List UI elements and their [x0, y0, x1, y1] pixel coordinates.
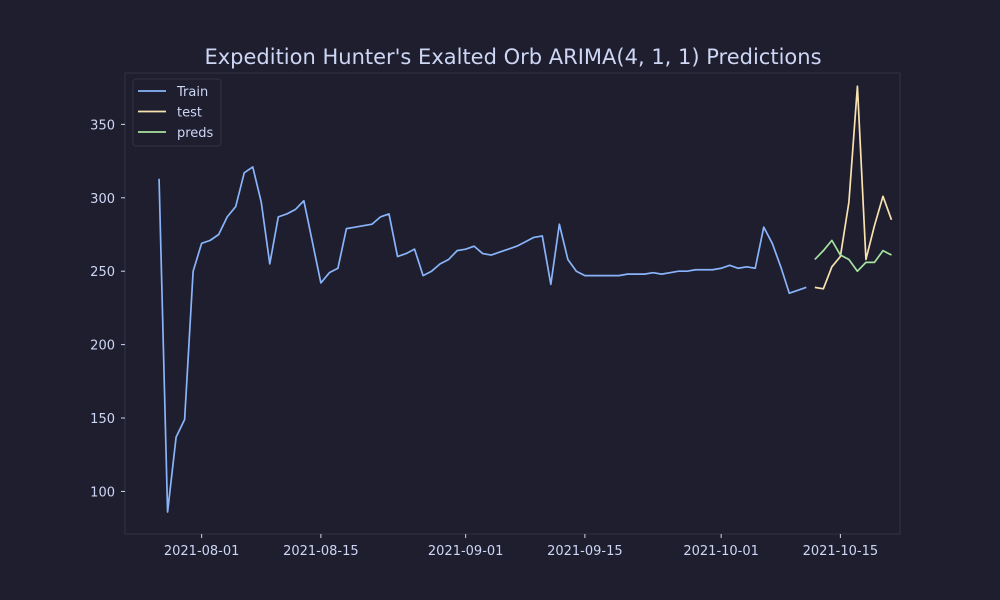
x-tick-label: 2021-08-15 [283, 544, 359, 559]
x-tick-label: 2021-08-01 [164, 544, 240, 559]
y-tick-label: 200 [90, 339, 115, 354]
legend-box [132, 78, 222, 147]
chart-title: Expedition Hunter's Exalted Orb ARIMA(4,… [204, 45, 821, 69]
y-tick-label: 350 [90, 118, 115, 133]
legend-label: preds [177, 126, 214, 141]
legend: Train test preds [132, 78, 222, 147]
series-line-train [158, 166, 807, 513]
plot-area [124, 72, 901, 535]
x-axis: 2021-08-01 2021-08-15 2021-09-01 2021-09-15… [164, 534, 878, 559]
y-tick-label: 250 [90, 265, 115, 280]
x-tick-label: 2021-09-15 [547, 544, 623, 559]
y-tick-label: 300 [90, 192, 115, 207]
series-line-test [814, 85, 893, 290]
y-tick-label: 150 [90, 412, 115, 427]
legend-label: test [177, 106, 202, 121]
legend-label: Train [176, 85, 208, 100]
series-layer [158, 85, 893, 513]
y-axis: 100 150 200 250 300 350 [90, 118, 125, 500]
x-tick-label: 2021-09-01 [428, 544, 504, 559]
x-tick-label: 2021-10-15 [803, 544, 879, 559]
x-tick-label: 2021-10-01 [683, 544, 759, 559]
y-tick-label: 100 [90, 485, 115, 500]
series-line-preds [814, 239, 892, 273]
